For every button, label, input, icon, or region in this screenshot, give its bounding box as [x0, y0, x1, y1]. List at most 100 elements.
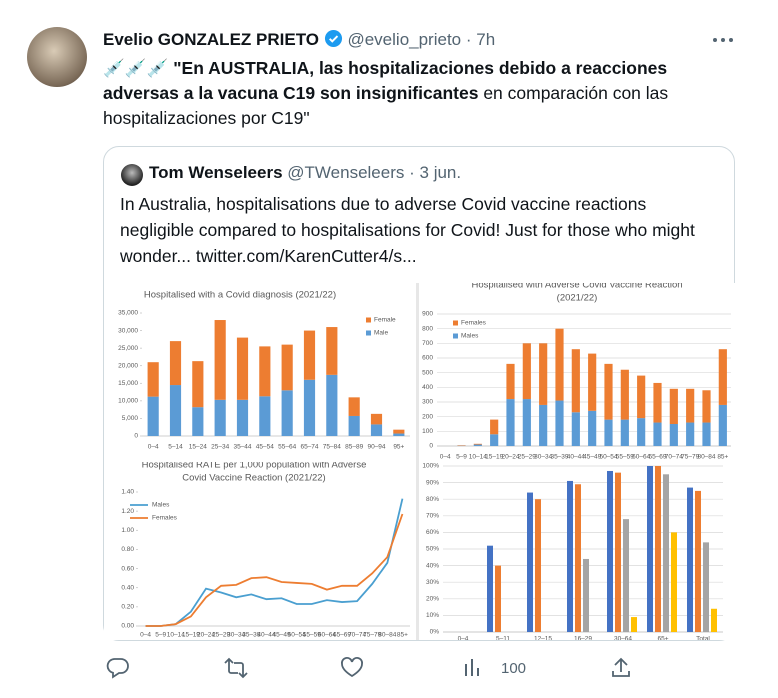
x-tick-label: 30–34: [227, 632, 245, 639]
bar: [607, 470, 613, 632]
bar: [527, 492, 533, 632]
y-tick-label: 200: [422, 413, 433, 420]
bar: [495, 565, 501, 632]
y-tick-label: 1.00: [121, 527, 134, 534]
x-tick-label: 50–54: [288, 632, 306, 639]
x-tick-label: 65–69: [333, 632, 351, 639]
y-tick-label: 30%: [426, 579, 439, 586]
bar-segment: [281, 390, 293, 436]
bar-segment: [169, 385, 182, 436]
retweet-button[interactable]: [224, 657, 248, 679]
x-tick-label: 50–54: [599, 454, 617, 461]
separator: ·: [465, 30, 472, 49]
text: en comparación con las hospitalizaciones…: [103, 83, 669, 128]
chart: Hospitalised with Adverse Covid Vaccine …: [419, 283, 735, 462]
y-tick-label: 600: [422, 355, 433, 362]
bar: [671, 532, 677, 632]
tweet-text: 💉💉💉 "En AUSTRALIA, las hospitalizaciones…: [103, 56, 728, 131]
y-tick-label: 100: [422, 428, 433, 435]
bar-segment: [571, 412, 580, 446]
timestamp[interactable]: 7h: [476, 30, 496, 49]
legend-label: Males: [152, 502, 170, 509]
x-tick-label: 55–59: [616, 454, 634, 461]
x-tick-label: 95+: [393, 444, 404, 451]
avatar[interactable]: [27, 27, 87, 87]
y-tick-label: 0%: [430, 629, 440, 636]
bar-segment: [653, 382, 662, 423]
y-tick-label: 90%: [426, 479, 439, 486]
author-handle[interactable]: @evelio_prieto: [347, 30, 462, 49]
bar-segment: [686, 388, 695, 423]
x-tick-label: 60–64: [318, 632, 336, 639]
legend-label: Female: [374, 317, 396, 324]
x-tick-label: 65–74: [300, 444, 318, 451]
chart-title: Hospitalised with Adverse Covid Vaccine …: [471, 283, 682, 291]
bar-segment: [669, 424, 678, 446]
y-tick-label: 5,000: [122, 415, 139, 422]
x-tick-label: 12–15: [534, 636, 552, 640]
bar: [687, 487, 693, 632]
bar: [711, 608, 717, 632]
x-tick-label: 25–34: [211, 444, 229, 451]
y-tick-label: 0.20: [121, 604, 134, 611]
author-name[interactable]: Evelio GONZALEZ PRIETO: [103, 30, 319, 49]
y-tick-label: 0: [429, 443, 433, 450]
verified-badge: [324, 29, 342, 48]
tweet-header: Evelio GONZALEZ PRIETO @evelio_prieto · …: [103, 29, 495, 50]
bar: [583, 558, 589, 632]
x-tick-label: Total: [696, 636, 710, 640]
y-tick-label: 100%: [422, 463, 439, 470]
x-tick-label: 5–9: [456, 454, 467, 461]
bar-segment: [620, 419, 629, 446]
x-tick-label: 85+: [717, 454, 728, 461]
bar-segment: [473, 443, 482, 445]
bar-segment: [522, 399, 531, 446]
x-tick-label: 20–24: [197, 632, 215, 639]
x-tick-label: 85+: [397, 632, 408, 639]
x-tick-label: 5–14: [168, 444, 183, 451]
chart-title: Hospitalised RATE per 1,000 population w…: [142, 462, 367, 471]
bar-segment: [669, 388, 678, 424]
quote-avatar: [121, 164, 143, 186]
bar-segment: [348, 415, 360, 436]
bar-segment: [588, 353, 597, 411]
quote-author: Tom Wenseleers: [149, 163, 283, 182]
bar-segment: [370, 424, 383, 436]
more-menu[interactable]: [709, 30, 737, 50]
bar-segment: [370, 413, 383, 425]
line-series: [145, 498, 404, 627]
y-tick-label: 80%: [426, 496, 439, 503]
bar-segment: [506, 363, 515, 400]
bar-segment: [169, 341, 182, 386]
x-tick-label: 0–4: [140, 632, 151, 639]
x-tick-label: 90–94: [367, 444, 385, 451]
bar-segment: [393, 429, 405, 434]
views-icon[interactable]: [465, 659, 479, 676]
x-tick-label: 70–74: [665, 454, 683, 461]
bar-segment: [571, 349, 580, 413]
x-tick-label: 0–4: [458, 636, 469, 640]
x-tick-label: 0–4: [440, 454, 451, 461]
x-tick-label: 25–29: [518, 454, 536, 461]
like-button[interactable]: [341, 657, 363, 678]
x-tick-label: 55–64: [278, 444, 296, 451]
x-tick-label: 15–24: [189, 444, 207, 451]
chart: 0% 10% 20% 30% 40% 50% 60% 70% 80% 90% 100% 0–4 5–11…: [419, 462, 735, 640]
x-tick-label: 80–84: [378, 632, 396, 639]
share-button[interactable]: [612, 657, 630, 677]
bar-segment: [192, 407, 204, 436]
bar-segment: [236, 399, 249, 436]
x-tick-label: 75–79: [363, 632, 381, 639]
bar-segment: [686, 422, 695, 446]
y-tick-label: 25,000: [118, 345, 138, 352]
quote-header: Tom Wenseleers @TWenseleers · 3 jun.: [149, 163, 461, 183]
x-tick-label: 70–74: [348, 632, 366, 639]
legend-label: Females: [461, 320, 487, 327]
x-tick-label: 55–59: [303, 632, 321, 639]
bar-segment: [718, 404, 727, 446]
line-series: [145, 513, 404, 627]
bar-segment: [393, 433, 405, 436]
reply-button[interactable]: [106, 658, 129, 679]
x-tick-label: 16–29: [574, 636, 592, 640]
y-tick-label: 500: [422, 369, 433, 376]
